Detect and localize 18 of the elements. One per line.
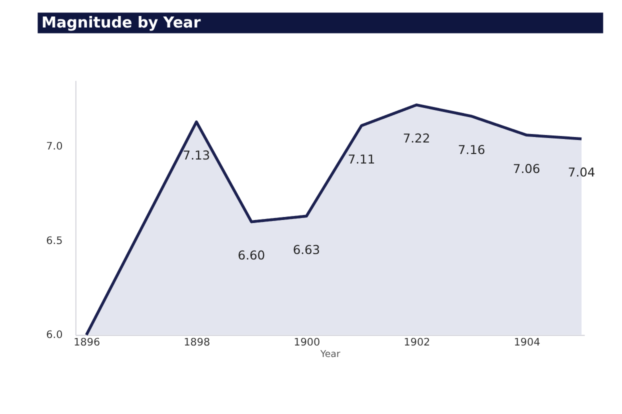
data-label: 7.06: [512, 162, 540, 176]
chart-title: Magnitude by Year: [41, 14, 202, 32]
x-tick-label: 1896: [74, 336, 100, 349]
x-tick-label: 1898: [184, 336, 210, 349]
x-tick-label: 1902: [404, 336, 430, 349]
y-tick-label: 7.0: [46, 140, 63, 153]
y-tick-label: 6.5: [46, 234, 63, 247]
data-label: 7.04: [568, 166, 596, 180]
data-label: 7.13: [182, 148, 210, 163]
x-tick-label: 1904: [514, 336, 541, 349]
data-label: 6.60: [238, 248, 266, 262]
data-label: 7.22: [402, 132, 430, 146]
x-tick-label: 1900: [294, 336, 320, 349]
x-axis-title: Year: [319, 349, 340, 360]
data-label: 6.63: [292, 242, 320, 257]
data-label: 7.11: [348, 152, 376, 166]
y-tick-label: 6.0: [46, 329, 63, 342]
data-label: 7.16: [458, 142, 486, 157]
